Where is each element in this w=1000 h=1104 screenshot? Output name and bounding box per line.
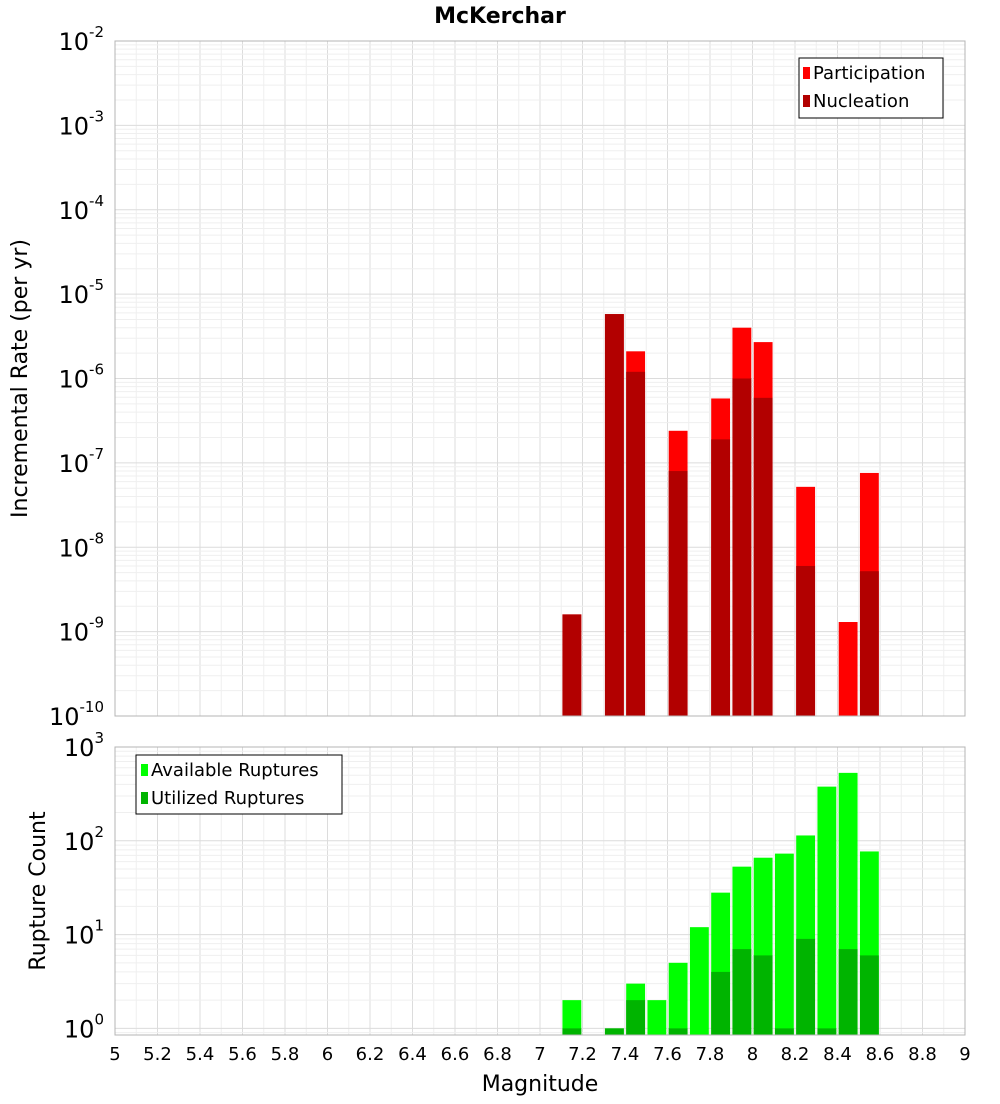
x-tick-label: 6.8: [483, 1044, 512, 1065]
bar-available-ruptures: [689, 927, 709, 1035]
bar-utilized-ruptures: [668, 1028, 688, 1035]
top-plot-frame: [114, 40, 966, 717]
bar-utilized-ruptures: [774, 1028, 794, 1035]
x-tick-label: 6.2: [356, 1044, 385, 1065]
x-tick-label: 6: [322, 1044, 333, 1065]
legend-label-nucleation: Nucleation: [813, 91, 909, 112]
x-ticks: 5 5.2 5.4 5.6 5.8 6 6.2 6.4 6.6 6.8 7 7.2 7.4 7.6 7.8 8…: [109, 1044, 970, 1065]
x-tick-label: 5.2: [143, 1044, 172, 1065]
y-tick-label: 10-2: [58, 23, 104, 56]
bar-available-ruptures: [668, 962, 688, 1035]
bar-nucleation: [562, 614, 582, 716]
y-tick-label: 10-9: [58, 614, 104, 647]
top-y-ticks: 10-10 10-9 10-8 10-7 10-6 10-5 10-4 10-3 10-2: [49, 23, 104, 731]
bar-available-ruptures: [774, 853, 794, 1035]
top-grid: [114, 40, 966, 717]
bar-nucleation: [711, 439, 731, 716]
x-tick-label: 8: [747, 1044, 758, 1065]
bar-nucleation: [732, 378, 752, 716]
bar-utilized-ruptures: [817, 1028, 837, 1035]
bottom-plot-frame: [114, 746, 966, 1036]
x-tick-label: 7.8: [696, 1044, 725, 1065]
bar-nucleation: [753, 397, 773, 716]
legend-swatch-available: [141, 764, 148, 776]
chart-title: McKerchar: [434, 4, 566, 29]
x-tick-label: 9: [959, 1044, 970, 1065]
x-tick-label: 5.8: [271, 1044, 300, 1065]
bar-utilized-ruptures: [604, 1028, 624, 1035]
legend-label-available: Available Ruptures: [151, 760, 319, 781]
bottom-legend-box: [135, 754, 343, 815]
x-tick-label: 8.6: [866, 1044, 895, 1065]
y-tick-label: 100: [64, 1010, 104, 1043]
bar-available-ruptures: [562, 1000, 582, 1035]
bottom-y-axis-label: Rupture Count: [26, 811, 51, 971]
x-tick-label: 5.4: [186, 1044, 215, 1065]
y-tick-label: 10-7: [58, 445, 104, 478]
y-tick-label: 102: [64, 823, 104, 856]
y-tick-label: 10-10: [49, 698, 104, 731]
bar-nucleation: [859, 571, 879, 716]
top-y-axis-label: Incremental Rate (per yr): [8, 239, 33, 518]
legend-swatch-nucleation: [803, 95, 810, 107]
y-tick-label: 10-3: [58, 107, 104, 140]
bar-nucleation: [626, 371, 646, 716]
bottom-bars: [562, 772, 879, 1035]
x-tick-label: 8.8: [908, 1044, 937, 1065]
x-tick-label: 5: [109, 1044, 120, 1065]
legend-swatch-participation: [803, 67, 810, 79]
y-tick-label: 10-4: [58, 192, 104, 225]
bar-nucleation: [604, 314, 624, 716]
legend-swatch-utilized: [141, 792, 148, 804]
bar-utilized-ruptures: [859, 955, 879, 1035]
x-tick-label: 5.6: [228, 1044, 257, 1065]
top-legend: Participation Nucleation: [798, 57, 944, 119]
bar-participation: [838, 622, 858, 716]
x-tick-label: 7: [534, 1044, 545, 1065]
x-tick-label: 7.2: [568, 1044, 597, 1065]
bar-utilized-ruptures: [753, 955, 773, 1035]
bar-utilized-ruptures: [838, 949, 858, 1035]
bar-available-ruptures: [647, 1000, 667, 1035]
top-bars: [562, 314, 879, 716]
bar-utilized-ruptures: [626, 1000, 646, 1035]
bar-nucleation: [796, 565, 816, 716]
x-tick-label: 8.2: [781, 1044, 810, 1065]
x-tick-label: 6.4: [398, 1044, 427, 1065]
bottom-legend: Available Ruptures Utilized Ruptures: [135, 754, 343, 815]
y-tick-label: 10-5: [58, 276, 104, 309]
top-legend-box: [798, 57, 944, 119]
y-tick-label: 10-8: [58, 529, 104, 562]
top-panel: 10-10 10-9 10-8 10-7 10-6 10-5 10-4 10-3 10-2 In…: [8, 23, 966, 731]
legend-label-utilized: Utilized Ruptures: [151, 788, 304, 809]
bar-utilized-ruptures: [796, 938, 816, 1035]
y-tick-label: 101: [64, 917, 104, 950]
x-tick-label: 8.4: [823, 1044, 852, 1065]
y-tick-label: 10-6: [58, 361, 104, 394]
bar-available-ruptures: [817, 786, 837, 1035]
bar-utilized-ruptures: [732, 949, 752, 1035]
bottom-y-ticks: 100 101 102 103: [64, 729, 104, 1043]
bar-utilized-ruptures: [562, 1028, 582, 1035]
x-tick-label: 6.6: [441, 1044, 470, 1065]
bottom-panel: 100 101 102 103 5 5.2 5.4 5.6 5.8 6 6.2 6.4 6.6 6.8 7…: [26, 729, 971, 1097]
x-tick-label: 7.4: [611, 1044, 640, 1065]
y-tick-label: 103: [64, 729, 104, 762]
legend-label-participation: Participation: [813, 63, 925, 84]
bar-utilized-ruptures: [711, 971, 731, 1035]
x-tick-label: 7.6: [653, 1044, 682, 1065]
bar-nucleation: [668, 471, 688, 716]
x-axis-label: Magnitude: [482, 1072, 599, 1097]
